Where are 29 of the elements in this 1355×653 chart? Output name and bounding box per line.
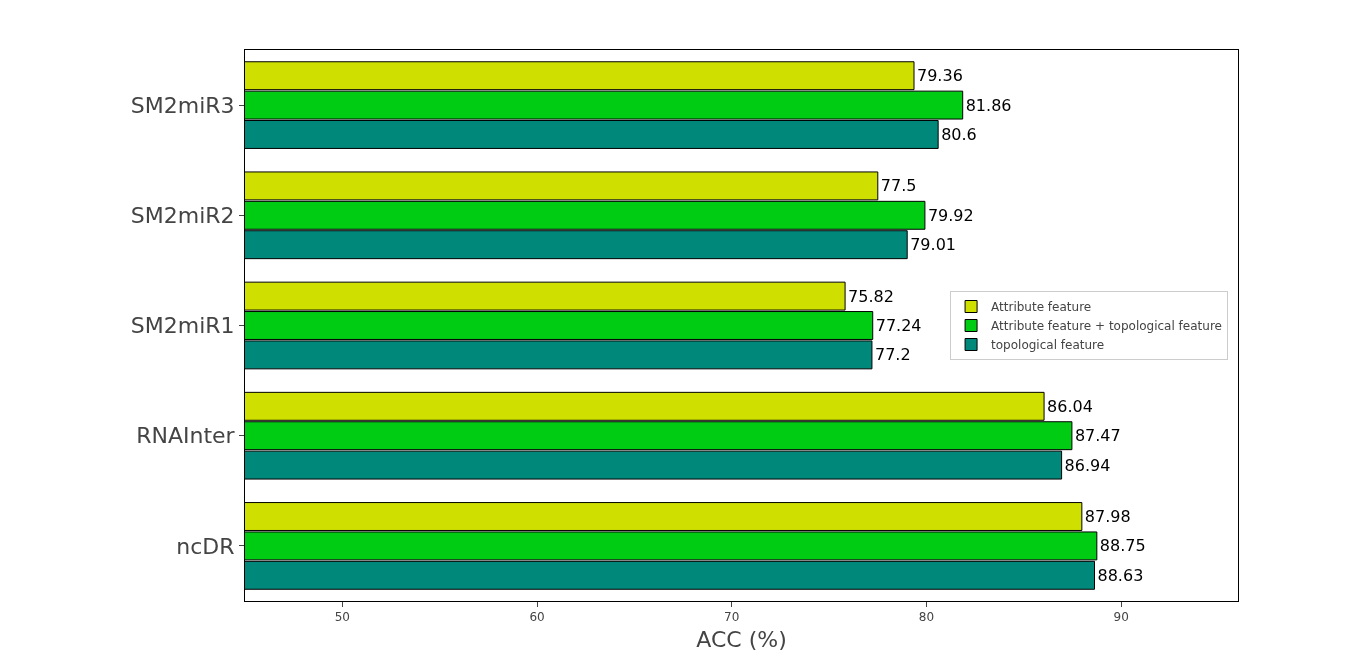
- data-label: 79.36: [917, 66, 963, 86]
- data-label: 86.94: [1064, 455, 1111, 475]
- legend-label: Attribute feature + topological feature: [991, 319, 1222, 334]
- data-label: 86.04: [1047, 396, 1093, 416]
- data-label: 88.63: [1097, 565, 1144, 585]
- legend-label: Attribute feature: [991, 300, 1092, 315]
- y-tick-label: RNAInter: [136, 423, 236, 449]
- legend-label: topological feature: [991, 338, 1105, 353]
- data-label: 87.98: [1084, 507, 1131, 527]
- data-label: 77.2: [874, 345, 911, 365]
- data-label: 75.82: [848, 286, 894, 306]
- data-label: 79.92: [927, 205, 974, 225]
- x-tick-label: 80: [918, 610, 935, 625]
- y-tick-label: SM2miR2: [130, 203, 235, 228]
- data-label: 88.75: [1099, 536, 1146, 556]
- x-tick-label: 70: [724, 610, 740, 625]
- data-label: 80.6: [941, 124, 977, 144]
- data-label: 81.86: [965, 95, 1012, 115]
- y-tick-label: SM2miR1: [130, 313, 235, 339]
- data-label: 79.01: [910, 235, 956, 255]
- data-label: 87.47: [1074, 426, 1121, 446]
- data-label: 77.5: [880, 176, 917, 196]
- x-tick-label: 50: [334, 610, 350, 625]
- y-tick-label: ncDR: [176, 533, 235, 559]
- y-tick-label: SM2miR3: [130, 92, 235, 118]
- data-label: 77.24: [875, 316, 922, 335]
- x-tick-label: 90: [1113, 610, 1129, 625]
- x-tick-label: 60: [529, 610, 545, 625]
- x-axis-title: ACC (%): [696, 627, 787, 653]
